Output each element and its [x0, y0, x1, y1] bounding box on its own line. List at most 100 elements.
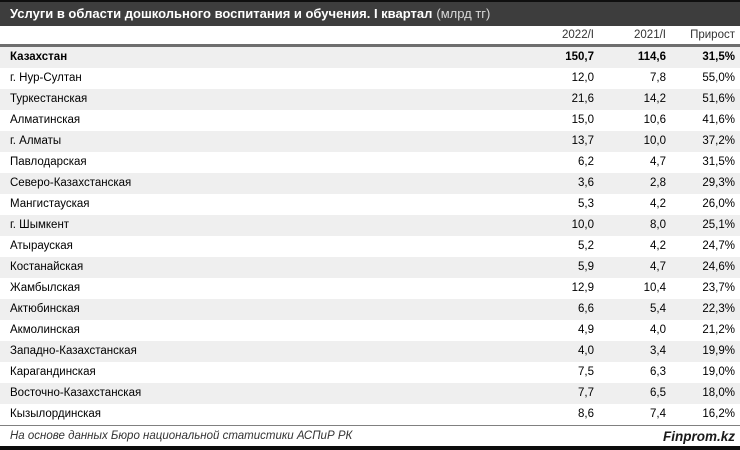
table-row: Жамбылская 12,9 10,4 23,7% [0, 278, 740, 299]
region-name: Акмолинская [10, 324, 80, 336]
table-row: Восточно-Казахстанская 7,7 6,5 18,0% [0, 383, 740, 404]
table-row: Мангистауская 5,3 4,2 26,0% [0, 194, 740, 215]
value-2021: 4,7 [594, 257, 666, 278]
value-2022: 150,7 [514, 45, 594, 68]
value-2021: 6,3 [650, 366, 666, 378]
growth-value: 25,1% [666, 215, 740, 236]
value-2021: 10,0 [594, 131, 666, 152]
region-name: Казахстан [0, 45, 514, 68]
table-row: Атырауская 5,2 4,2 24,7% [0, 236, 740, 257]
bottom-bar [0, 446, 740, 450]
region-name: Костанайская [0, 257, 514, 278]
table-header-row: 2022/I 2021/I Прирост [0, 26, 740, 47]
value-2021: 10,4 [643, 282, 666, 294]
growth-value: 31,5% [702, 156, 735, 168]
table-row: Западно-Казахстанская 4,0 3,4 19,9% [0, 341, 740, 362]
value-2022: 3,6 [514, 173, 594, 194]
growth-value: 21,2% [702, 324, 735, 336]
value-2021: 6,5 [594, 383, 666, 404]
title-unit: (млрд тг) [436, 6, 491, 21]
region-name: Западно-Казахстанская [0, 341, 514, 362]
region-name: Туркестанская [0, 89, 514, 110]
table-row: Туркестанская 21,6 14,2 51,6% [0, 89, 740, 110]
value-2021: 3,4 [594, 341, 666, 362]
table-row: г. Алматы 13,7 10,0 37,2% [0, 131, 740, 152]
growth-value: 24,7% [702, 240, 735, 252]
region-name: г. Алматы [0, 131, 514, 152]
region-name: г. Шымкент [0, 215, 514, 236]
region-name: Алматинская [10, 114, 81, 126]
value-2022: 21,6 [514, 89, 594, 110]
value-2021: 7,4 [650, 408, 666, 420]
growth-value: 37,2% [666, 131, 740, 152]
table-row: Кызылординская 8,6 7,4 16,2% [0, 404, 740, 425]
value-2021: 5,4 [594, 299, 666, 320]
value-2022: 4,9 [578, 324, 594, 336]
region-name: г. Нур-Султан [10, 72, 82, 84]
value-2021: 2,8 [594, 173, 666, 194]
growth-value: 51,6% [666, 89, 740, 110]
table-row: г. Шымкент 10,0 8,0 25,1% [0, 215, 740, 236]
table-row: Карагандинская 7,5 6,3 19,0% [0, 362, 740, 383]
value-2022: 7,7 [514, 383, 594, 404]
value-2021: 114,6 [594, 45, 666, 68]
region-name: Карагандинская [10, 366, 96, 378]
region-name: Восточно-Казахстанская [0, 383, 514, 404]
growth-value: 18,0% [666, 383, 740, 404]
growth-value: 16,2% [702, 408, 735, 420]
column-header-2022: 2022/I [514, 26, 594, 47]
value-2021: 4,2 [650, 198, 666, 210]
value-2022: 10,0 [514, 215, 594, 236]
column-header-2021: 2021/I [594, 26, 666, 47]
table-row: Северо-Казахстанская 3,6 2,8 29,3% [0, 173, 740, 194]
value-2022: 15,0 [571, 114, 594, 126]
region-name: Кызылординская [10, 408, 102, 420]
finprom-logo: Finprom.kz [662, 428, 735, 444]
page-title: Услуги в области дошкольного воспитания … [10, 6, 433, 21]
footer: На основе данных Бюро национальной стати… [0, 425, 740, 446]
region-name: Павлодарская [10, 156, 87, 168]
value-2021: 14,2 [594, 89, 666, 110]
column-header-growth: Прирост [666, 26, 740, 47]
table-row: Акмолинская 4,9 4,0 21,2% [0, 320, 740, 341]
table-row: Алматинская 15,0 10,6 41,6% [0, 110, 740, 131]
growth-value: 19,0% [702, 366, 735, 378]
growth-value: 24,6% [666, 257, 740, 278]
table-row: Казахстан 150,7 114,6 31,5% [0, 45, 740, 68]
source-note: На основе данных Бюро национальной стати… [10, 430, 353, 442]
region-name: Атырауская [10, 240, 73, 252]
table-row: г. Нур-Султан 12,0 7,8 55,0% [0, 68, 740, 89]
growth-value: 29,3% [666, 173, 740, 194]
growth-value: 31,5% [666, 45, 740, 68]
region-name: Жамбылская [10, 282, 81, 294]
value-2022: 5,9 [514, 257, 594, 278]
value-2022: 5,2 [578, 240, 594, 252]
growth-value: 55,0% [702, 72, 735, 84]
growth-value: 22,3% [666, 299, 740, 320]
value-2022: 6,6 [514, 299, 594, 320]
value-2022: 8,6 [578, 408, 594, 420]
region-name: Актюбинская [0, 299, 514, 320]
growth-value: 19,9% [666, 341, 740, 362]
growth-value: 23,7% [702, 282, 735, 294]
value-2021: 4,0 [650, 324, 666, 336]
value-2021: 7,8 [650, 72, 666, 84]
column-header-region [0, 26, 514, 47]
value-2022: 7,5 [578, 366, 594, 378]
table-row: Павлодарская 6,2 4,7 31,5% [0, 152, 740, 173]
title-bar: Услуги в области дошкольного воспитания … [0, 0, 740, 26]
region-name: Мангистауская [10, 198, 90, 210]
regions-table: 2022/I 2021/I Прирост Казахстан 150,7 11… [0, 26, 740, 425]
value-2022: 13,7 [514, 131, 594, 152]
table-row: Костанайская 5,9 4,7 24,6% [0, 257, 740, 278]
value-2021: 4,7 [650, 156, 666, 168]
growth-value: 26,0% [702, 198, 735, 210]
region-name: Северо-Казахстанская [0, 173, 514, 194]
value-2022: 12,0 [571, 72, 594, 84]
value-2022: 12,9 [571, 282, 594, 294]
growth-value: 41,6% [702, 114, 735, 126]
value-2021: 8,0 [594, 215, 666, 236]
value-2021: 4,2 [650, 240, 666, 252]
value-2022: 4,0 [514, 341, 594, 362]
